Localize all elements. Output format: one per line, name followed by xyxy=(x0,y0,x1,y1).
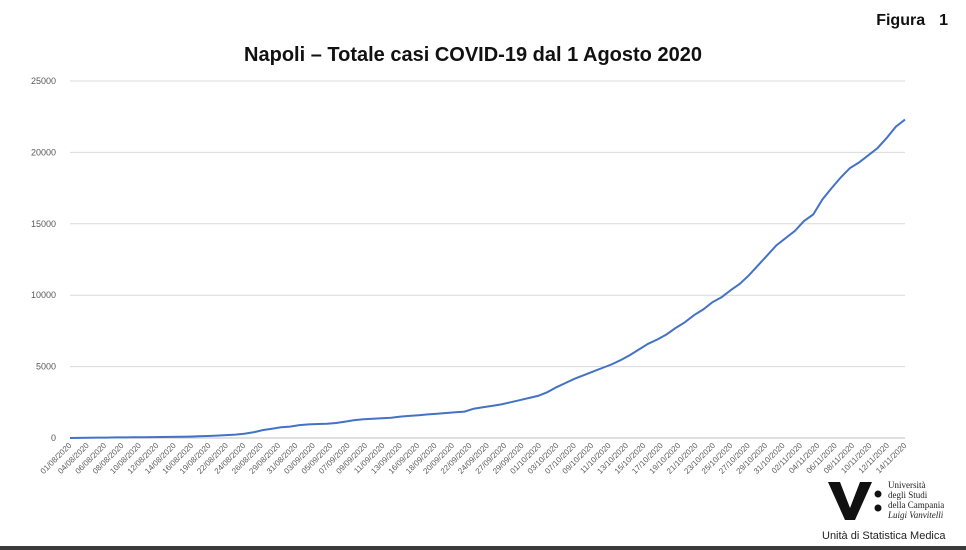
unit-name: Unità di Statistica Medica xyxy=(822,530,946,542)
chart-title: Napoli – Totale casi COVID-19 dal 1 Agos… xyxy=(244,44,702,66)
y-axis: 0 5000 10000 15000 20000 25000 xyxy=(31,76,56,443)
logo-line-2: degli Studi xyxy=(888,490,928,500)
y-tick-label: 25000 xyxy=(31,76,56,86)
figure-number: 1 xyxy=(939,12,948,29)
university-name: Università degli Studi della Campania Lu… xyxy=(888,480,944,520)
logo-line-1: Università xyxy=(888,480,926,490)
figure-label-text: Figura xyxy=(876,12,926,29)
y-tick-label: 15000 xyxy=(31,219,56,229)
figure-label: Figura 1 xyxy=(876,12,948,30)
y-tick-label: 10000 xyxy=(31,290,56,300)
y-tick-label: 5000 xyxy=(36,362,56,372)
series-line-total-cases xyxy=(69,118,906,439)
logo-line-4: Luigi Vanvitelli xyxy=(888,510,944,520)
bottom-divider xyxy=(0,546,966,550)
logo-line-3: della Campania xyxy=(888,500,945,510)
y-tick-label: 0 xyxy=(51,433,56,443)
x-axis: 01/08/202004/08/202006/08/202008/08/2020… xyxy=(39,441,909,476)
university-logo: Università degli Studi della Campania Lu… xyxy=(822,476,962,526)
grid-lines xyxy=(70,80,905,439)
y-tick-label: 20000 xyxy=(31,147,56,157)
vanvitelli-v-icon xyxy=(828,482,882,520)
